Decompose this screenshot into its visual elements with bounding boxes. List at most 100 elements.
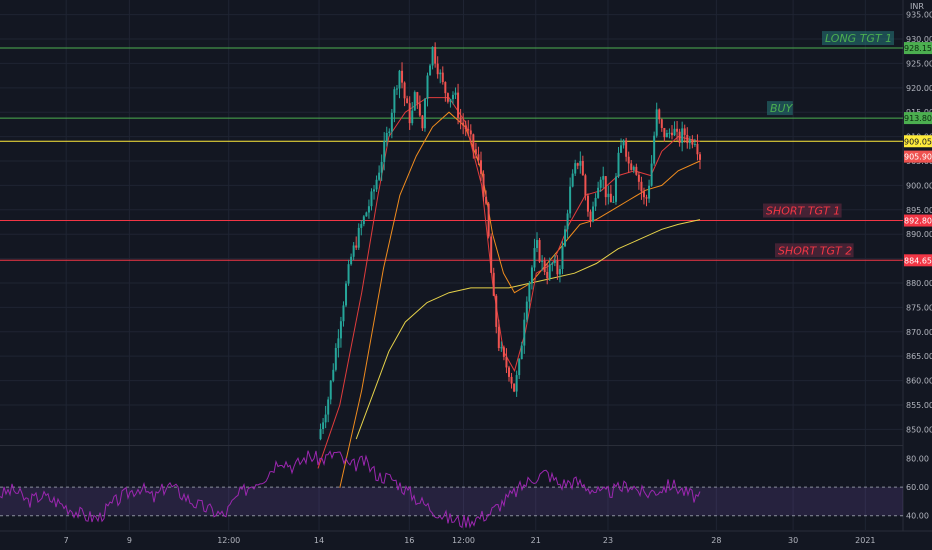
candle-body	[635, 166, 638, 175]
annotation-label: SHORT TGT 1	[766, 205, 840, 218]
annotation-box[interactable]	[775, 243, 854, 258]
candle-body	[625, 140, 628, 157]
candle-body	[342, 305, 345, 322]
candle-body	[434, 46, 437, 64]
candle-body	[355, 245, 358, 248]
candle-body	[426, 75, 429, 99]
candle-body	[602, 176, 605, 180]
candle-body	[640, 181, 643, 192]
candle-body	[395, 88, 398, 90]
candle-body	[660, 119, 663, 128]
candle-body	[370, 191, 373, 207]
rsi-tick-label: 60.00	[906, 483, 929, 492]
annotation-label: SHORT TGT 2	[778, 244, 852, 257]
candle-body	[495, 295, 498, 327]
candle-body	[650, 163, 653, 186]
candle-body	[513, 383, 516, 392]
candle-body	[329, 380, 332, 400]
candle-body	[691, 139, 694, 145]
candle-body	[676, 128, 679, 132]
annotation-box[interactable]	[767, 101, 793, 116]
candle-body	[584, 175, 587, 196]
candle-body	[597, 187, 600, 198]
annotation-box[interactable]	[822, 31, 894, 46]
ma-fast-line	[317, 97, 701, 469]
candle-body	[681, 128, 684, 143]
candle-body	[594, 197, 597, 207]
rsi-pane	[0, 450, 903, 529]
candle-body	[479, 160, 482, 174]
candle-body	[464, 125, 467, 130]
candle-body	[408, 103, 411, 124]
ma-mid-line	[339, 111, 701, 489]
candle-body	[380, 161, 383, 173]
level-price-badge	[904, 254, 932, 267]
candle-body	[686, 134, 689, 144]
candle-body	[429, 65, 432, 76]
x-tick-label: 12:00	[217, 536, 240, 545]
level-price-text: 913.80	[904, 114, 932, 123]
candle-body	[406, 98, 409, 104]
y-tick-label: 855.00	[906, 401, 932, 410]
currency-label: INR	[910, 2, 924, 11]
candle-body	[678, 131, 681, 143]
candle-body	[548, 264, 551, 279]
candle-body	[418, 103, 421, 116]
candle-body	[322, 422, 325, 430]
candle-body	[508, 367, 510, 377]
candle-body	[459, 117, 462, 123]
candle-body	[645, 197, 648, 199]
candle-body	[362, 216, 365, 225]
price-badges: 928.15 913.80 909.05 892.80 884.65 905.90	[904, 42, 932, 267]
candle-body	[665, 132, 668, 138]
rsi-line	[0, 450, 701, 529]
level-price-text: 928.15	[904, 44, 932, 53]
candle-body	[642, 191, 645, 198]
candle-body	[505, 356, 508, 368]
candle-body	[515, 375, 518, 392]
candle-body	[627, 156, 630, 164]
candle-body	[357, 227, 360, 248]
candle-body	[462, 122, 465, 126]
candle-body	[683, 128, 686, 135]
candle-body	[699, 154, 701, 160]
level-price-badge	[904, 42, 932, 55]
candle-body	[454, 92, 457, 95]
level-price-text: 892.80	[904, 217, 932, 226]
candle-body	[663, 127, 666, 138]
candle-body	[390, 112, 393, 132]
rsi-band	[0, 487, 903, 516]
horizontal-levels: LONG TGT 1 BUY SHORT TGT 1 SHORT TGT 2	[0, 31, 903, 261]
candle-body	[439, 72, 442, 75]
candle-body	[551, 262, 554, 265]
x-tick-label: 16	[404, 536, 414, 545]
rsi-tick-label: 40.00	[906, 512, 929, 521]
annotation-box[interactable]	[763, 203, 842, 218]
candle-body	[561, 246, 564, 269]
candle-body	[536, 240, 539, 249]
candle-body	[334, 347, 337, 370]
level-price-text: 909.05	[904, 137, 932, 146]
candle-body	[523, 319, 526, 346]
candle-body	[444, 82, 447, 94]
candle-body	[564, 229, 567, 247]
candle-body	[469, 130, 472, 135]
y-tick-label: 895.00	[906, 206, 932, 215]
y-tick-label: 930.00	[906, 35, 932, 44]
candles	[319, 42, 701, 441]
y-tick-label: 925.00	[906, 59, 932, 68]
candle-body	[347, 264, 350, 284]
candle-body	[482, 173, 485, 197]
time-axis[interactable]: 7 9 12:00 14 16 12:00 21 23 28 30 2021	[64, 536, 876, 545]
candle-body	[599, 179, 602, 188]
candle-body	[604, 176, 607, 198]
candle-body	[421, 115, 424, 129]
candle-body	[502, 347, 505, 357]
candle-body	[589, 211, 592, 222]
x-tick-label: 9	[127, 536, 132, 545]
candle-body	[518, 359, 521, 376]
candle-body	[487, 203, 490, 237]
candle-body	[655, 109, 658, 136]
